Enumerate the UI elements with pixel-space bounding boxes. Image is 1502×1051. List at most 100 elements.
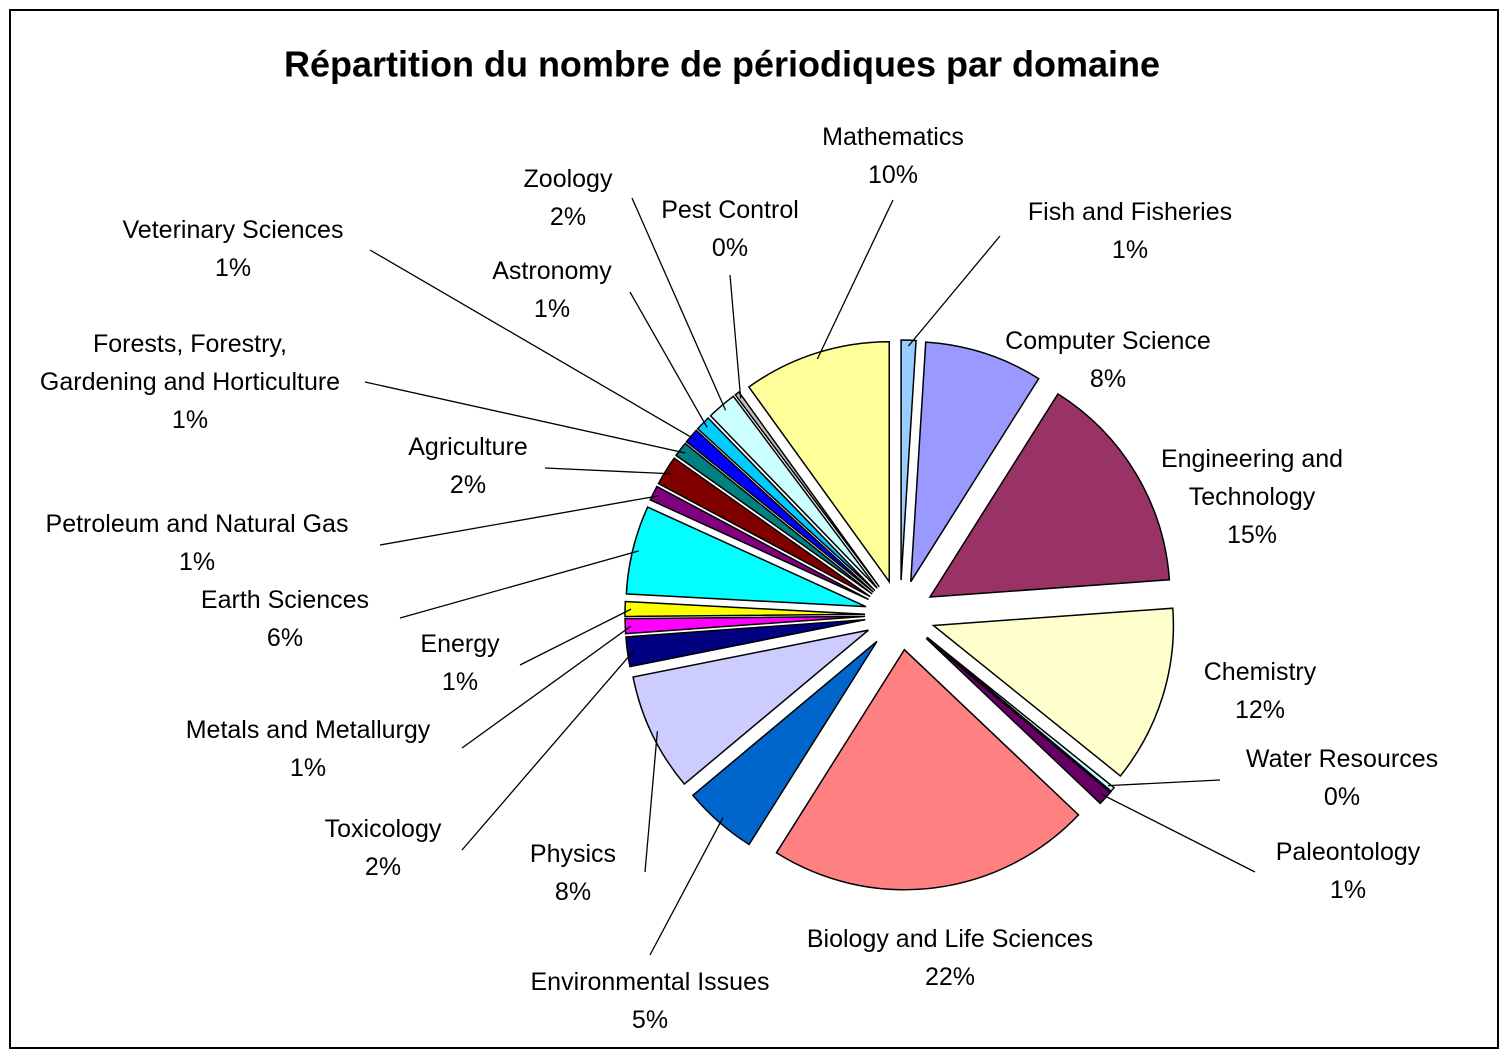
pie-slice [747, 340, 890, 585]
category-line: Chemistry [1204, 658, 1317, 686]
category-line: Zoology [524, 165, 613, 193]
category-name: Astronomy [492, 257, 612, 285]
value-label: 12% [1235, 696, 1285, 724]
category-line: Water Resources [1246, 745, 1438, 773]
category-name: Forests, Forestry, Gardening and Horticul… [40, 330, 340, 396]
leader-line [907, 235, 1001, 347]
category-line: Veterinary Sciences [123, 216, 344, 244]
category-name: Veterinary Sciences [123, 216, 344, 244]
data-label: Astronomy 1% [492, 257, 612, 323]
category-name: Toxicology [325, 815, 442, 843]
data-label: Metals and Metallurgy 1% [186, 716, 431, 782]
category-name: Pest Control [661, 196, 799, 224]
value-label: 1% [172, 406, 208, 434]
category-name: Biology and Life Sciences [807, 925, 1093, 953]
category-line: Energy [420, 630, 500, 658]
category-line: Toxicology [325, 815, 442, 843]
pie-slice [691, 640, 878, 846]
value-label: 0% [712, 234, 748, 262]
value-label: 1% [215, 254, 251, 282]
value-label: 0% [1324, 783, 1360, 811]
data-label: Toxicology 2% [325, 815, 442, 881]
leader-line [631, 197, 727, 411]
category-line: Astronomy [492, 257, 612, 285]
data-label: Energy 1% [420, 630, 500, 696]
category-line: Pest Control [661, 196, 799, 224]
category-name: Zoology [524, 165, 613, 193]
leader-line [644, 731, 659, 873]
value-label: 1% [1112, 236, 1148, 264]
category-name: Water Resources [1246, 745, 1438, 773]
data-label: Chemistry 12% [1204, 658, 1317, 724]
category-name: Energy [420, 630, 500, 658]
pie-slice [624, 600, 866, 618]
category-line: Metals and Metallurgy [186, 716, 431, 744]
pie-slice [931, 607, 1175, 777]
data-label: Fish and Fisheries 1% [1028, 198, 1232, 264]
category-name: Petroleum and Natural Gas [46, 510, 349, 538]
category-line: Forests, Forestry, [93, 330, 287, 358]
pie-slice [709, 395, 878, 589]
category-line: Paleontology [1276, 838, 1421, 866]
leader-line [519, 608, 632, 666]
value-label: 2% [550, 203, 586, 231]
data-label: Pest Control 0% [661, 196, 799, 262]
value-label: 8% [555, 878, 591, 906]
pie-slice [657, 457, 871, 598]
category-line: Agriculture [408, 433, 528, 461]
pie-slice [625, 618, 866, 668]
category-name: Mathematics [822, 123, 964, 151]
leader-line [629, 291, 708, 428]
value-label: 1% [290, 754, 326, 782]
value-label: 22% [925, 963, 975, 991]
category-line: Physics [530, 840, 616, 868]
category-line: Fish and Fisheries [1028, 198, 1232, 226]
value-label: 2% [450, 471, 486, 499]
value-label: 1% [179, 548, 215, 576]
category-name: Fish and Fisheries [1028, 198, 1232, 226]
value-label: 8% [1090, 365, 1126, 393]
data-label: Biology and Life Sciences 22% [807, 925, 1093, 991]
category-name: Engineering and Technology [1161, 445, 1343, 511]
data-label: Forests, Forestry, Gardening and Horticul… [40, 330, 340, 434]
pie-slice [632, 629, 869, 786]
leader-line [729, 274, 742, 399]
data-label: Paleontology 1% [1276, 838, 1421, 904]
value-label: 10% [868, 161, 918, 189]
pie-slice [624, 615, 866, 635]
category-line: Engineering and [1161, 445, 1343, 473]
value-label: 6% [267, 624, 303, 652]
pie-slice [649, 485, 869, 601]
value-label: 1% [442, 668, 478, 696]
category-line: Petroleum and Natural Gas [46, 510, 349, 538]
category-line: Technology [1189, 483, 1316, 511]
pie-slice [696, 416, 876, 592]
pie-slice [925, 637, 1112, 805]
leader-line [399, 550, 639, 619]
category-name: Chemistry [1204, 658, 1317, 686]
pie-slice [685, 429, 874, 593]
leader-line [369, 249, 697, 441]
leader-line [379, 495, 659, 546]
category-name: Paleontology [1276, 838, 1421, 866]
data-label: Zoology 2% [524, 165, 613, 231]
category-line: Gardening and Horticulture [40, 368, 340, 396]
value-label: 1% [534, 295, 570, 323]
leader-line [1100, 793, 1256, 873]
data-label: Water Resources 0% [1246, 745, 1438, 811]
leader-line [544, 467, 672, 475]
leader-line [816, 199, 894, 360]
chart-title: Répartition du nombre de périodiques par… [284, 44, 1160, 85]
category-name: Agriculture [408, 433, 528, 461]
data-label: Mathematics 10% [822, 123, 964, 189]
value-label: 15% [1227, 521, 1277, 549]
pie-slice [734, 391, 880, 588]
value-label: 1% [1330, 876, 1366, 904]
leader-line [364, 381, 686, 454]
data-label: Physics 8% [530, 840, 616, 906]
pie-slice [675, 442, 873, 595]
category-line: Computer Science [1005, 327, 1211, 355]
data-label: Earth Sciences 6% [201, 586, 369, 652]
data-label: Computer Science 8% [1005, 327, 1211, 393]
